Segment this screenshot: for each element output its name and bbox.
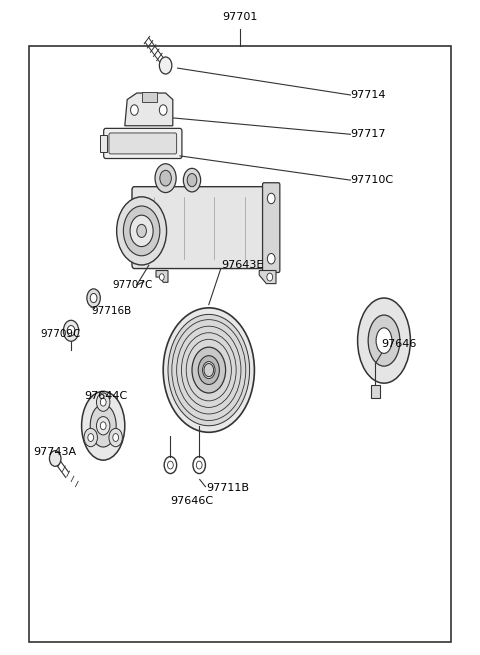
Circle shape	[196, 461, 202, 469]
Text: 97644C: 97644C	[84, 391, 127, 402]
Circle shape	[96, 393, 110, 411]
Ellipse shape	[82, 392, 125, 460]
Text: 97709C: 97709C	[41, 329, 81, 339]
Text: 97701: 97701	[222, 12, 258, 22]
Circle shape	[204, 364, 214, 377]
Circle shape	[267, 193, 275, 204]
Circle shape	[131, 105, 138, 115]
Bar	[29, 46, 451, 642]
Circle shape	[192, 347, 226, 393]
Bar	[100, 135, 107, 152]
Circle shape	[117, 197, 167, 265]
Bar	[142, 92, 157, 102]
Circle shape	[267, 273, 273, 281]
Circle shape	[267, 253, 275, 264]
Ellipse shape	[358, 298, 410, 383]
Circle shape	[109, 428, 122, 447]
FancyBboxPatch shape	[104, 128, 182, 159]
Circle shape	[49, 451, 61, 466]
Bar	[371, 385, 380, 398]
Circle shape	[183, 168, 201, 192]
Text: 97716B: 97716B	[91, 306, 132, 316]
Circle shape	[137, 224, 146, 238]
Circle shape	[187, 174, 197, 187]
Text: 97717: 97717	[350, 129, 386, 140]
Polygon shape	[125, 93, 173, 126]
FancyBboxPatch shape	[263, 183, 280, 272]
Ellipse shape	[368, 315, 400, 366]
Text: 97646C: 97646C	[170, 496, 214, 506]
Text: 97743A: 97743A	[34, 447, 77, 457]
Circle shape	[113, 434, 119, 441]
FancyBboxPatch shape	[132, 187, 266, 269]
FancyBboxPatch shape	[109, 133, 177, 154]
Circle shape	[88, 434, 94, 441]
Circle shape	[159, 57, 172, 74]
Text: 97646: 97646	[382, 339, 417, 349]
Circle shape	[63, 320, 79, 341]
Ellipse shape	[376, 328, 392, 354]
Circle shape	[160, 170, 171, 186]
Circle shape	[168, 461, 173, 469]
Circle shape	[100, 398, 106, 406]
Circle shape	[198, 356, 219, 384]
Circle shape	[84, 428, 97, 447]
Ellipse shape	[90, 405, 116, 447]
Circle shape	[87, 289, 100, 307]
Circle shape	[155, 164, 176, 193]
Circle shape	[90, 293, 97, 303]
Circle shape	[130, 215, 153, 247]
Text: 97643E: 97643E	[221, 260, 263, 271]
Text: 97711B: 97711B	[206, 483, 250, 493]
Circle shape	[159, 105, 167, 115]
Circle shape	[159, 274, 164, 280]
Circle shape	[100, 422, 106, 430]
Circle shape	[203, 362, 215, 379]
Text: 97710C: 97710C	[350, 175, 394, 185]
Text: 97714: 97714	[350, 90, 386, 100]
Text: 97707C: 97707C	[113, 280, 153, 290]
Circle shape	[168, 314, 250, 426]
Polygon shape	[259, 271, 276, 284]
Circle shape	[67, 326, 75, 336]
Polygon shape	[156, 271, 168, 282]
Circle shape	[96, 417, 110, 435]
Circle shape	[123, 206, 160, 256]
Circle shape	[163, 308, 254, 432]
